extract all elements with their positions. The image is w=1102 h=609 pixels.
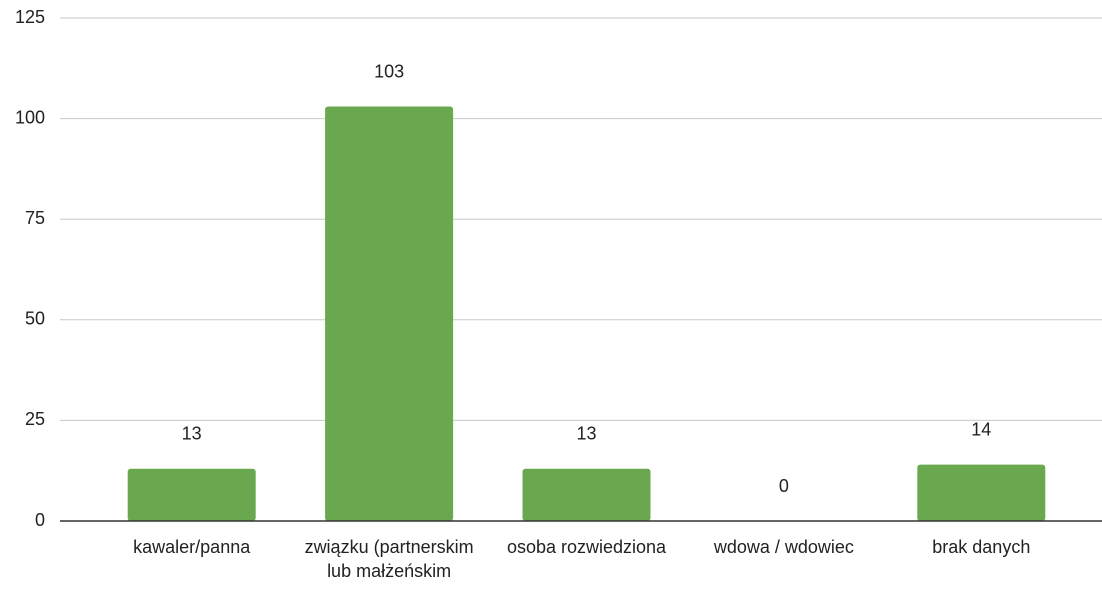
y-tick-label: 75 (25, 208, 45, 228)
x-tick-label: brak danych (932, 537, 1031, 557)
x-tick-label: kawaler/panna (133, 537, 251, 557)
y-tick-label: 25 (25, 409, 45, 429)
bar (127, 468, 256, 521)
x-tick-label: związku (partnerskim lub małżeńskim (304, 537, 474, 581)
x-tick-label: osoba rozwiedziona (506, 537, 667, 557)
y-tick-label: 50 (25, 309, 45, 329)
bar (522, 468, 651, 521)
x-tick-label: wdowa / wdowiec (713, 537, 854, 557)
value-label: 103 (374, 61, 404, 81)
bar (917, 464, 1046, 521)
value-label: 13 (182, 423, 202, 443)
value-label: 0 (779, 476, 789, 496)
value-label: 14 (971, 419, 991, 439)
value-label: 13 (576, 423, 596, 443)
bar (325, 106, 454, 521)
y-tick-label: 125 (15, 7, 45, 27)
y-tick-label: 0 (35, 510, 45, 530)
y-tick-label: 100 (15, 107, 45, 127)
